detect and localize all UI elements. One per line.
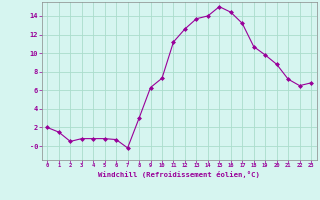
X-axis label: Windchill (Refroidissement éolien,°C): Windchill (Refroidissement éolien,°C) [98,171,260,178]
